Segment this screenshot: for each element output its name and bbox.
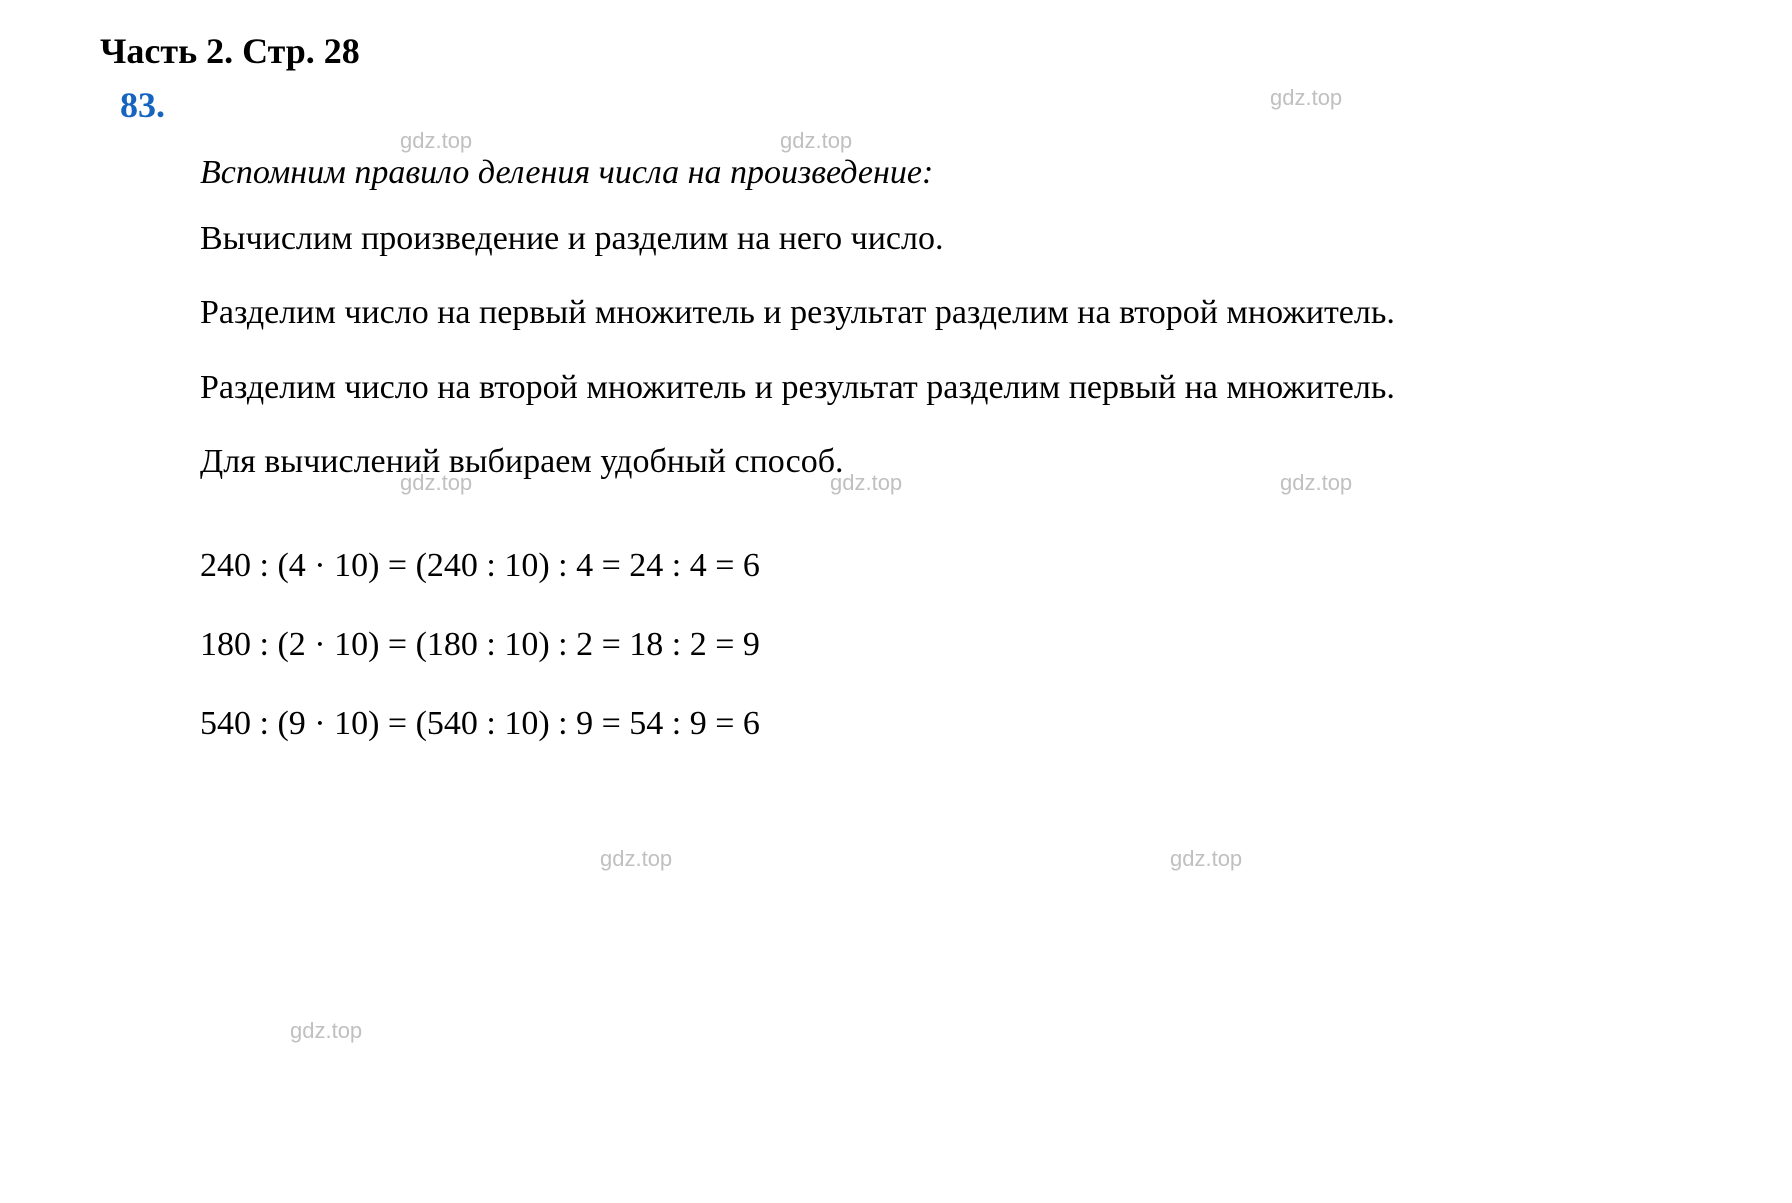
rule-paragraph-1: Разделим число на первый множитель и рез… [140,286,1732,340]
calculation-3: 540 : (9 · 10) = (540 : 10) : 9 = 54 : 9… [200,698,1732,749]
calculation-1: 240 : (4 · 10) = (240 : 10) : 4 = 24 : 4… [200,540,1732,591]
watermark: gdz.top [290,1018,362,1044]
watermark: gdz.top [400,128,472,154]
rule-title: Вспомним правило деления числа на произв… [200,154,1732,192]
watermark: gdz.top [780,128,852,154]
rule-line-2: Для вычислений выбираем удобный способ. [200,435,1732,489]
page-header: Часть 2. Стр. 28 [100,30,1732,72]
rule-line-1: Вычислим произведение и разделим на него… [200,212,1732,266]
calculations-section: 240 : (4 · 10) = (240 : 10) : 4 = 24 : 4… [60,540,1732,749]
rule-paragraph-2: Разделим число на второй множитель и рез… [140,361,1732,415]
watermark: gdz.top [600,846,672,872]
problem-number: 83. [120,84,1732,126]
calculation-2: 180 : (2 · 10) = (180 : 10) : 2 = 18 : 2… [200,619,1732,670]
watermark: gdz.top [1170,846,1242,872]
